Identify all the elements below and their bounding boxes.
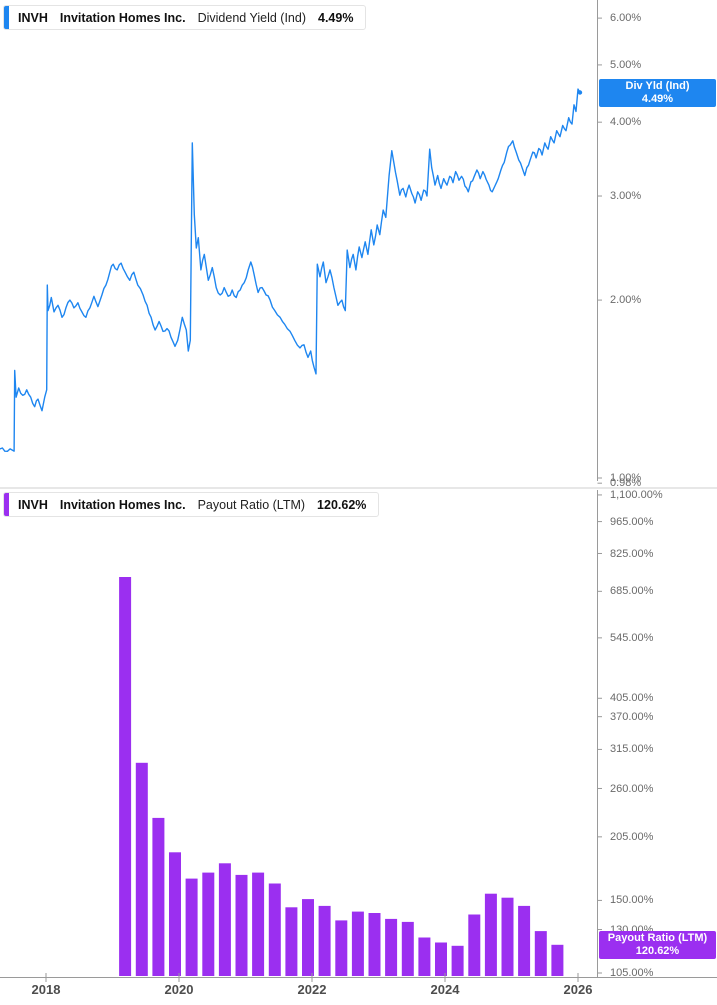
payout-ratio-bar[interactable] [235, 874, 248, 976]
ticker-symbol: INVH [18, 497, 48, 512]
payout-ratio-bar[interactable] [551, 944, 564, 976]
payout-ratio-bar[interactable] [351, 911, 364, 976]
payout-ratio-axis-badge: Payout Ratio (LTM) 120.62% [599, 930, 716, 959]
payout-ratio-bar[interactable] [252, 872, 265, 976]
y-axis-tick-label: 260.00% [610, 782, 654, 795]
y-axis-tick-label: 105.00% [610, 967, 654, 979]
payout-ratio-bar[interactable] [135, 762, 148, 976]
x-axis-year-label: 2026 [563, 982, 593, 997]
y-axis-tick-label: 965.00% [610, 515, 654, 528]
y-axis-tick-label: 825.00% [610, 547, 654, 560]
metric-value: 120.62% [317, 497, 367, 512]
y-axis-tick-label: 6.00% [610, 12, 642, 25]
y-axis-tick-label: 3.00% [610, 190, 642, 202]
series-header-dividend-yield[interactable]: INVH Invitation Homes Inc. Dividend Yiel… [3, 5, 367, 30]
y-axis-tick-label: 1,100.00% [610, 488, 663, 501]
y-axis-tick-label: 0.98% [610, 477, 642, 490]
series-header-payout-ratio[interactable]: INVH Invitation Homes Inc. Payout Ratio … [3, 492, 380, 517]
payout-ratio-bar[interactable] [418, 937, 431, 977]
y-axis-tick-label: 4.00% [610, 116, 642, 129]
dividend-yield-axis-badge: Div Yld (Ind) 4.49% [599, 78, 716, 107]
metric-name: Dividend Yield (Ind) [197, 10, 306, 25]
x-axis-year-label: 2022 [297, 982, 327, 997]
payout-ratio-bar[interactable] [501, 897, 514, 976]
payout-ratio-bar[interactable] [368, 913, 381, 976]
payout-ratio-bar[interactable] [268, 883, 281, 977]
company-name: Invitation Homes Inc. [59, 497, 186, 512]
payout-ratio-bar[interactable] [468, 914, 481, 977]
badge-value: 4.49% [641, 92, 674, 105]
metric-name: Payout Ratio (LTM) [197, 497, 306, 512]
y-axis-tick-label: 545.00% [610, 631, 654, 644]
y-axis-tick-label: 1.00% [610, 472, 642, 484]
ticker-symbol: INVH [18, 10, 48, 25]
y-axis-tick-label: 405.00% [610, 692, 654, 705]
badge-value: 120.62% [635, 944, 680, 957]
payout-ratio-bar[interactable] [484, 893, 497, 976]
payout-ratio-bar[interactable] [318, 905, 331, 976]
y-axis-tick-label: 685.00% [610, 585, 654, 598]
x-axis-year-label: 2018 [31, 982, 61, 997]
badge-label: Div Yld (Ind) [625, 79, 690, 92]
x-axis-year-label: 2020 [164, 982, 194, 997]
payout-ratio-bar[interactable] [534, 931, 547, 976]
y-axis-tick-label: 315.00% [610, 743, 654, 756]
payout-ratio-bar[interactable] [185, 878, 198, 976]
metric-value: 4.49% [318, 10, 354, 25]
payout-ratio-bar[interactable] [285, 907, 298, 976]
y-axis-tick-label: 2.00% [610, 294, 642, 307]
y-axis-tick-label: 205.00% [610, 830, 654, 843]
y-axis-tick-label: 150.00% [610, 894, 654, 907]
series-accent-bar [4, 6, 9, 29]
dividend-yield-line[interactable] [0, 88, 581, 452]
badge-label: Payout Ratio (LTM) [607, 931, 708, 944]
payout-ratio-bar[interactable] [202, 872, 215, 976]
series-accent-bar [4, 493, 9, 516]
payout-ratio-bar[interactable] [335, 920, 348, 976]
dividend-yield-last-point [577, 90, 583, 95]
payout-ratio-bar[interactable] [169, 852, 181, 976]
payout-ratio-bar[interactable] [385, 918, 398, 976]
payout-ratio-bar[interactable] [302, 899, 314, 976]
payout-ratio-bar[interactable] [218, 863, 231, 976]
panel-divider [0, 487, 717, 489]
payout-ratio-bar[interactable] [435, 942, 447, 977]
payout-ratio-bar[interactable] [518, 905, 531, 976]
y-axis-tick-label: 370.00% [610, 710, 654, 723]
payout-ratio-bar[interactable] [119, 577, 132, 976]
y-axis-tick-label: 5.00% [610, 58, 642, 71]
company-name: Invitation Homes Inc. [59, 10, 186, 25]
payout-ratio-bar[interactable] [152, 817, 165, 976]
payout-ratio-bar[interactable] [401, 921, 414, 976]
payout-ratio-bar[interactable] [451, 945, 464, 976]
x-axis-year-label: 2024 [430, 982, 460, 997]
